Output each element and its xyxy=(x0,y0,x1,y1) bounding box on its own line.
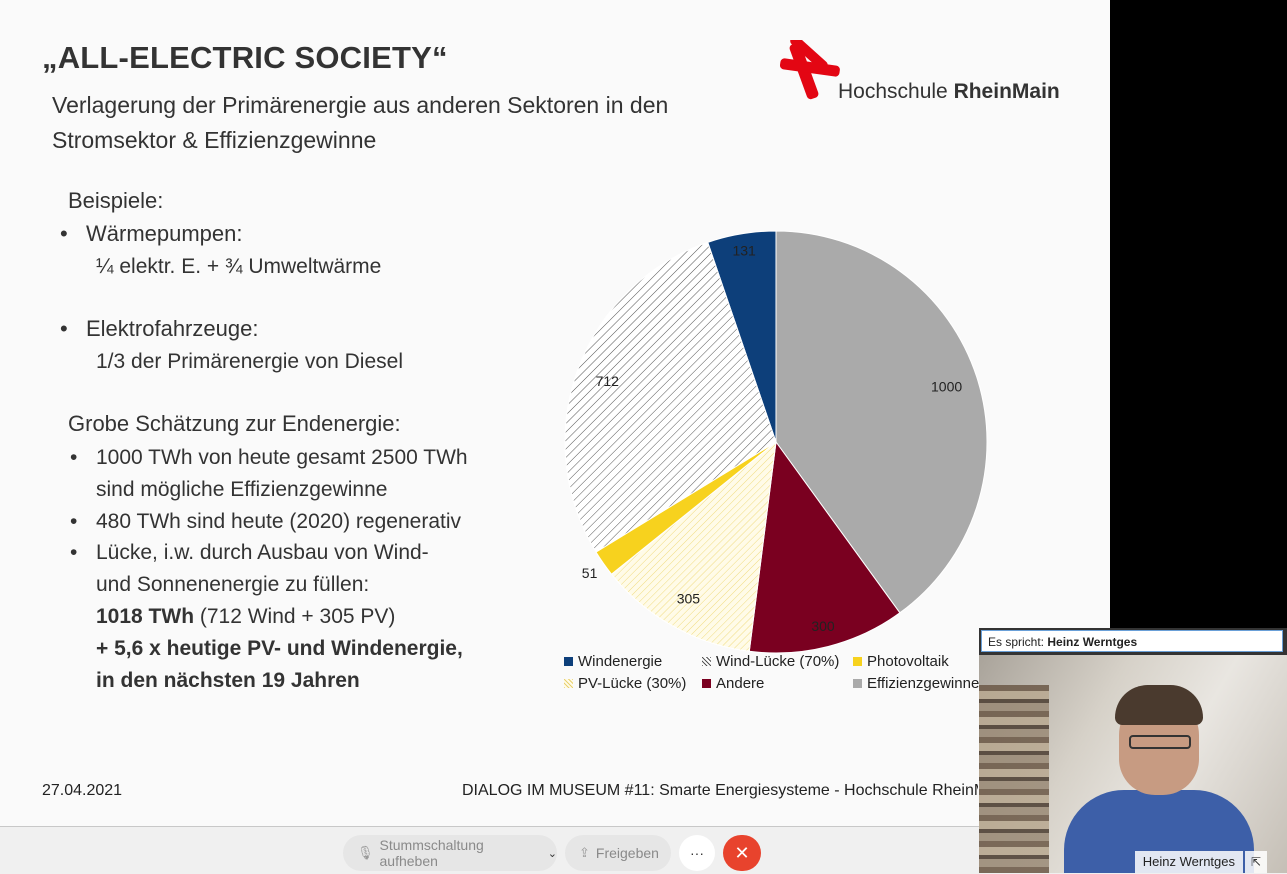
bullet-heat-pumps: Wärmepumpen: xyxy=(60,221,242,247)
slide-title: „ALL-ELECTRIC SOCIETY“ xyxy=(42,40,448,75)
data-label: 1000 xyxy=(931,379,962,395)
heat-pumps-detail: ¼ elektr. E. + ¾ Umweltwärme xyxy=(96,255,382,278)
speaker-label-prefix: Es spricht: xyxy=(988,635,1045,649)
star-logo-icon xyxy=(779,35,840,100)
share-label: Freigeben xyxy=(595,845,659,861)
unmute-label: Stummschaltung aufheben xyxy=(379,837,484,869)
data-label: 712 xyxy=(596,373,620,389)
person-hair xyxy=(1115,685,1203,725)
legend-label: Andere xyxy=(716,675,765,692)
hangup-button[interactable]: ✕ xyxy=(723,835,761,871)
pie-slice-andere xyxy=(748,440,901,654)
data-label: 305 xyxy=(677,590,701,606)
legend-item: Photovoltaik xyxy=(853,653,949,670)
speaker-panel: Es spricht: Heinz Werntges Heinz Werntge… xyxy=(979,628,1287,873)
examples-heading: Beispiele: xyxy=(68,188,164,213)
university-logo: Hochschule RheinMain xyxy=(779,35,1080,110)
popout-icon[interactable]: ⇱ xyxy=(1245,851,1267,873)
data-label: 51 xyxy=(582,565,598,581)
gap-line2: und Sonnenenergie zu füllen: xyxy=(96,573,370,596)
footer-text: DIALOG IM MUSEUM #11: Smarte Energiesyst… xyxy=(462,782,978,799)
legend-swatch xyxy=(702,678,711,688)
black-area xyxy=(1110,0,1287,628)
microphone-icon: 🎙 xyxy=(357,845,374,860)
pie-chart: 131 1000 300 305 51 712 xyxy=(564,230,988,654)
slide-subtitle: Verlagerung der Primärenergie aus andere… xyxy=(52,92,669,153)
gap-total: 1018 TWh xyxy=(96,605,195,628)
legend-item: Andere xyxy=(702,675,764,692)
bookshelf xyxy=(979,685,1049,873)
logo-text-bold: RheinMain xyxy=(953,80,1060,103)
close-icon: ✕ xyxy=(734,842,750,863)
legend-item: Windenergie xyxy=(564,653,662,670)
pie-slice-pv-l-cke-30- xyxy=(610,440,777,652)
legend-label: Photovoltaik xyxy=(867,653,949,670)
legend-label: Wind-Lücke (70%) xyxy=(716,653,840,670)
bullet-renewable: 480 TWh sind heute (2020) regenerativ xyxy=(70,510,461,534)
pie-slice-effizienzgewinne xyxy=(775,230,988,614)
speaker-name: Heinz Werntges xyxy=(1047,635,1138,649)
pie-slice-wind-l-cke-70- xyxy=(564,241,777,553)
speaker-video: Heinz Werntges ⇱ xyxy=(979,655,1287,873)
presentation-slide: „ALL-ELECTRIC SOCIETY“ Verlagerung der P… xyxy=(0,0,1110,826)
gap-line5: in den nächsten 19 Jahren xyxy=(96,669,360,692)
data-label: 131 xyxy=(732,243,756,259)
speaker-header: Es spricht: Heinz Werntges xyxy=(981,630,1283,652)
legend-label: PV-Lücke (30%) xyxy=(578,675,687,692)
legend-swatch xyxy=(564,656,573,666)
unmute-button[interactable]: 🎙 Stummschaltung aufheben ⌄ xyxy=(343,835,557,871)
legend-swatch xyxy=(853,678,862,688)
gap-line4: + 5,6 x heutige PV- und Windenergie, xyxy=(96,637,463,660)
gap-breakdown: (712 Wind + 305 PV) xyxy=(194,605,396,628)
logo-text: Hochschule RheinMain xyxy=(838,80,1060,104)
more-button[interactable]: ··· xyxy=(679,835,715,871)
logo-text-regular: Hochschule xyxy=(838,80,954,103)
chevron-down-icon[interactable]: ⌄ xyxy=(547,847,557,860)
bullet-ev: Elektrofahrzeuge: xyxy=(60,316,259,342)
legend-swatch xyxy=(564,678,573,688)
gap-line3: 1018 TWh (712 Wind + 305 PV) xyxy=(96,605,395,629)
footer-date: 27.04.2021 xyxy=(42,782,123,799)
ev-detail: 1/3 der Primärenergie von Diesel xyxy=(96,350,403,373)
legend-swatch xyxy=(853,656,862,666)
data-label: 300 xyxy=(811,618,835,634)
bullet-efficiency: 1000 TWh von heute gesamt 2500 TWh xyxy=(70,446,468,470)
legend-item: Effizienzgewinne xyxy=(853,675,979,692)
legend-label: Effizienzgewinne xyxy=(867,675,980,692)
video-name-tag: Heinz Werntges xyxy=(1134,851,1243,873)
bullet-gap: Lücke, i.w. durch Ausbau von Wind- xyxy=(70,541,429,565)
legend-item: PV-Lücke (30%) xyxy=(564,675,686,692)
share-button[interactable]: ⇪ Freigeben xyxy=(565,835,671,871)
share-icon: ⇪ xyxy=(579,845,590,860)
legend-label: Windenergie xyxy=(578,653,663,670)
legend-swatch xyxy=(702,656,711,666)
efficiency-line2: sind mögliche Effizienzgewinne xyxy=(96,478,388,501)
legend-item: Wind-Lücke (70%) xyxy=(702,653,839,670)
estimate-heading: Grobe Schätzung zur Endenergie: xyxy=(68,411,401,436)
glasses xyxy=(1129,735,1191,749)
